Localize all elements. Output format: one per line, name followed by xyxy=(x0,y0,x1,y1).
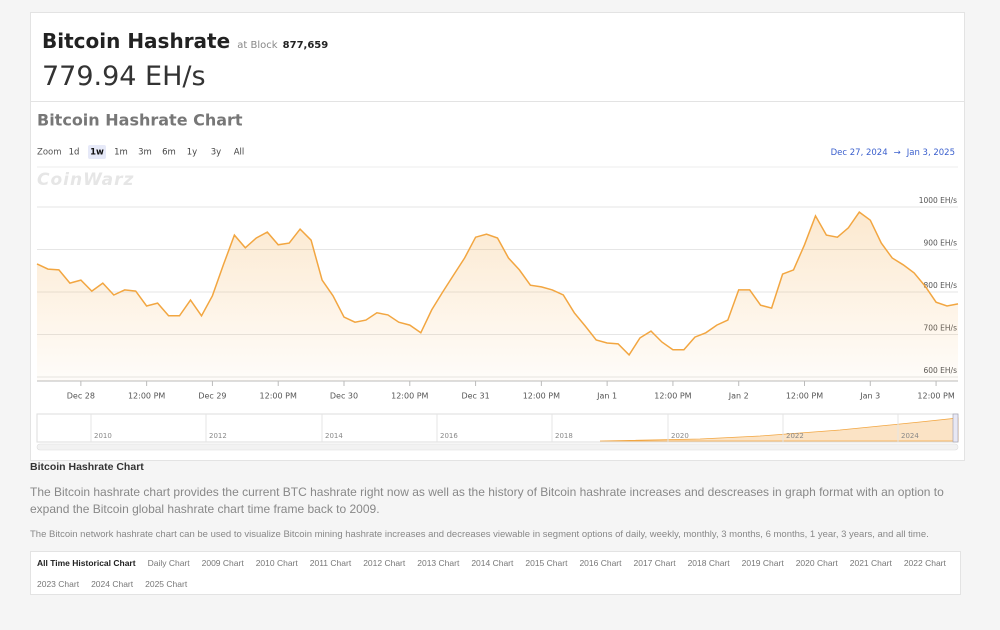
x-tick-label: 12:00 PM xyxy=(654,392,691,401)
chart-tab[interactable]: 2012 Chart xyxy=(363,558,406,568)
navigator-label: 2014 xyxy=(325,432,343,440)
chart-tab[interactable]: 2009 Chart xyxy=(201,558,244,568)
zoom-button[interactable]: All xyxy=(234,148,245,158)
zoom-button-bg xyxy=(88,145,106,159)
zoom-button-label: 1m xyxy=(114,148,128,158)
x-tick-label: 12:00 PM xyxy=(523,392,560,401)
chart-tab[interactable]: 2021 Chart xyxy=(849,558,892,568)
x-tick-label: Dec 28 xyxy=(67,392,95,401)
y-tick-label: 900 EH/s xyxy=(923,239,957,248)
zoom-button-label: 3m xyxy=(138,148,152,158)
chart-tab[interactable]: Daily Chart xyxy=(147,558,190,568)
zoom-button[interactable]: 1m xyxy=(114,148,128,158)
navigator-label: 2024 xyxy=(901,432,919,440)
chart-tab[interactable]: 2018 Chart xyxy=(687,558,730,568)
navigator-label: 2012 xyxy=(209,432,227,440)
chart-tab[interactable]: 2016 Chart xyxy=(579,558,622,568)
y-tick-label: 1000 EH/s xyxy=(919,196,957,205)
block-prefix: at Block xyxy=(237,40,278,51)
chart-tab[interactable]: 2019 Chart xyxy=(741,558,784,568)
chart-title: Bitcoin Hashrate Chart xyxy=(37,111,243,130)
range-from: Dec 27, 2024 xyxy=(831,148,888,158)
x-tick-label: Jan 1 xyxy=(596,392,617,401)
hashrate-value: 779.94 EH/s xyxy=(42,61,206,92)
scrollbar[interactable] xyxy=(36,443,959,451)
chart-tab[interactable]: 2024 Chart xyxy=(91,579,134,589)
x-tick-label: 12:00 PM xyxy=(786,392,823,401)
y-tick-label: 800 EH/s xyxy=(923,281,957,290)
title-row: Bitcoin Hashrate at Block 877,659 xyxy=(42,29,328,53)
zoom-button[interactable]: 6m xyxy=(162,148,176,158)
navigator-label: 2020 xyxy=(671,432,689,440)
navigator-handle[interactable] xyxy=(952,413,959,443)
x-tick-label: Jan 2 xyxy=(728,392,749,401)
chart-tab[interactable]: 2014 Chart xyxy=(471,558,514,568)
zoom-button-label: 1y xyxy=(187,148,197,158)
zoom-button[interactable]: 3m xyxy=(138,148,152,158)
zoom-label: Zoom xyxy=(37,148,62,158)
info-paragraph: The Bitcoin network hashrate chart can b… xyxy=(30,529,929,540)
zoom-button-label: 1w xyxy=(90,148,104,158)
chart-tab[interactable]: 2011 Chart xyxy=(309,558,352,568)
chart-tab[interactable]: 2010 Chart xyxy=(255,558,298,568)
block-number: 877,659 xyxy=(282,40,329,51)
navigator-label: 2022 xyxy=(786,432,804,440)
info-heading: Bitcoin Hashrate Chart xyxy=(30,461,144,473)
chart-tabs: All Time Historical Chart Daily Chart 2009… xyxy=(30,551,961,595)
zoom-button[interactable]: 1w xyxy=(88,145,106,159)
watermark: CoinWarz xyxy=(37,170,134,190)
navigator-label: 2018 xyxy=(555,432,573,440)
navigator-label: 2010 xyxy=(94,432,112,440)
chart-tab[interactable]: 2022 Chart xyxy=(903,558,946,568)
header: Bitcoin Hashrate at Block 877,659 779.94… xyxy=(31,13,964,102)
chart-tab[interactable]: 2017 Chart xyxy=(633,558,676,568)
range-arrow: → xyxy=(894,148,901,158)
x-tick-label: Jan 3 xyxy=(859,392,880,401)
zoom-button[interactable]: 3y xyxy=(211,148,221,158)
series-line xyxy=(36,211,959,357)
info-paragraph: The Bitcoin hashrate chart provides the … xyxy=(30,485,944,516)
x-tick-label: Dec 31 xyxy=(461,392,489,401)
zoom-button-label: All xyxy=(234,148,245,158)
series-area xyxy=(37,212,958,381)
zoom-button[interactable]: 1y xyxy=(187,148,197,158)
x-tick-label: Dec 29 xyxy=(198,392,226,401)
range-to: Jan 3, 2025 xyxy=(906,148,955,158)
zoom-button-label: 6m xyxy=(162,148,176,158)
chart-tab[interactable]: 2020 Chart xyxy=(795,558,838,568)
x-tick-label: Dec 30 xyxy=(330,392,358,401)
chart: Bitcoin Hashrate Chart Zoom Dec 27, 2024… xyxy=(36,111,959,451)
date-range: Dec 27, 2024 → Jan 3, 2025 xyxy=(831,148,955,158)
chart-tab[interactable]: 2025 Chart xyxy=(145,579,188,589)
x-tick-label: 12:00 PM xyxy=(917,392,954,401)
page-title: Bitcoin Hashrate xyxy=(42,29,231,53)
x-tick-label: 12:00 PM xyxy=(391,392,428,401)
zoom-button-label: 1d xyxy=(69,148,80,158)
navigator-label: 2016 xyxy=(440,432,458,440)
chart-tab[interactable]: 2015 Chart xyxy=(525,558,568,568)
chart-tab[interactable]: 2023 Chart xyxy=(37,579,80,589)
x-tick-label: 12:00 PM xyxy=(260,392,297,401)
chart-tab[interactable]: All Time Historical Chart xyxy=(37,558,136,568)
x-tick-label: 12:00 PM xyxy=(128,392,165,401)
zoom-button[interactable]: 1d xyxy=(69,148,80,158)
chart-tab[interactable]: 2013 Chart xyxy=(417,558,460,568)
zoom-button-label: 3y xyxy=(211,148,221,158)
